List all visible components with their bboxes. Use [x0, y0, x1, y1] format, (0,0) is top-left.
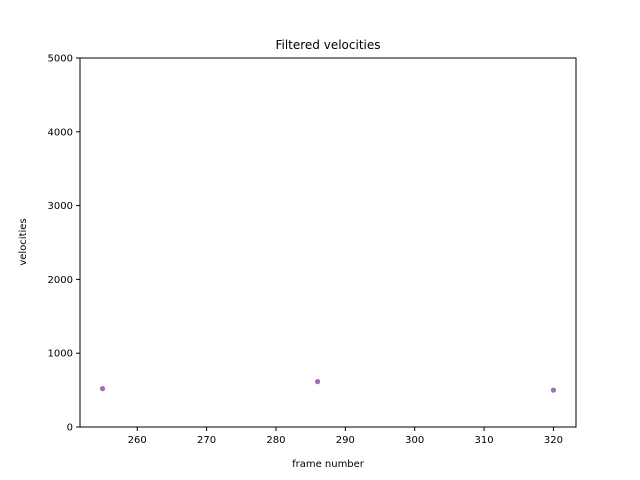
axes-frame: [79, 57, 577, 428]
x-tick-label: 310: [475, 435, 494, 446]
chart-title: Filtered velocities: [275, 38, 380, 52]
x-tick-label: 260: [128, 435, 147, 446]
data-point: [550, 387, 557, 393]
y-tick-label: 1000: [48, 349, 73, 360]
y-axis-label: velocities: [18, 218, 29, 265]
plot-area: [99, 379, 557, 393]
x-tick-label: 280: [266, 435, 285, 446]
x-axis: 260 270 280 290 300 310 320: [128, 427, 563, 446]
x-tick-label: 320: [544, 435, 563, 446]
y-axis: 0 1000 2000 3000 4000 5000: [48, 54, 80, 434]
data-point: [99, 386, 106, 392]
x-axis-label: frame number: [292, 459, 365, 470]
y-tick-label: 0: [67, 423, 73, 434]
y-tick-label: 5000: [48, 54, 73, 65]
y-tick-label: 3000: [48, 201, 73, 212]
x-tick-label: 270: [197, 435, 216, 446]
x-tick-label: 300: [405, 435, 424, 446]
x-tick-label: 290: [336, 435, 355, 446]
y-tick-label: 2000: [48, 275, 73, 286]
data-point: [314, 379, 321, 385]
y-tick-label: 4000: [48, 127, 73, 138]
